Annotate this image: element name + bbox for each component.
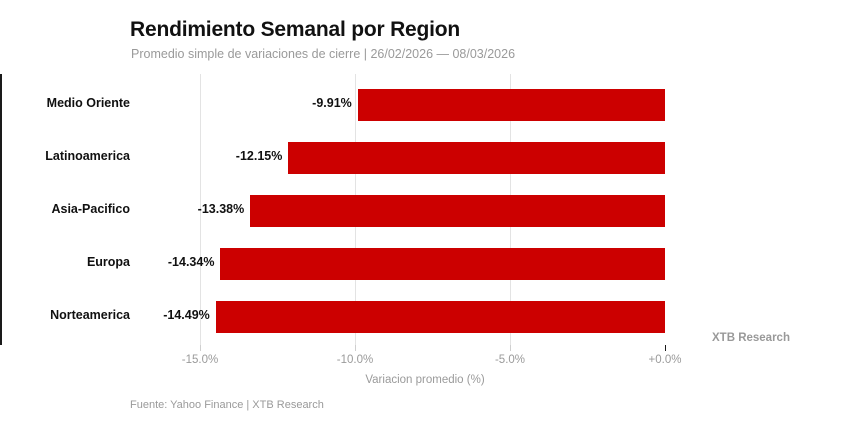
bar-value-label: -14.49%	[163, 308, 210, 322]
zero-axis-line	[0, 74, 2, 345]
x-tick-mark	[200, 345, 201, 351]
watermark: XTB Research	[712, 332, 790, 344]
category-label: Asia-Pacifico	[51, 202, 130, 216]
bar-row: Latinoamerica -12.15%	[0, 142, 850, 174]
bar-row: Asia-Pacifico -13.38%	[0, 195, 850, 227]
source-note: Fuente: Yahoo Finance | XTB Research	[130, 399, 324, 411]
chart-subtitle: Promedio simple de variaciones de cierre…	[131, 47, 516, 61]
bar[interactable]	[220, 248, 665, 280]
x-tick-mark	[355, 345, 356, 351]
bar-row: Europa -14.34%	[0, 248, 850, 280]
x-tick-mark	[665, 345, 666, 351]
bar-value-label: -13.38%	[197, 202, 245, 216]
bar-row: Norteamerica -14.49%	[0, 301, 850, 333]
bar-row: Medio Oriente -9.91%	[0, 89, 850, 121]
x-axis-title: Variacion promedio (%)	[365, 374, 485, 386]
category-label: Medio Oriente	[46, 96, 130, 110]
x-tick-label: -10.0%	[336, 354, 374, 366]
x-tick-label: +0.0%	[648, 354, 682, 366]
bar[interactable]	[250, 195, 665, 227]
gridline	[200, 74, 201, 345]
x-tick-label: -5.0%	[494, 354, 526, 366]
bar-value-label: -12.15%	[235, 149, 283, 163]
bar-value-label: -14.34%	[167, 255, 215, 269]
bar[interactable]	[215, 301, 665, 333]
x-tick-mark	[510, 345, 511, 351]
category-label: Norteamerica	[50, 308, 130, 322]
category-label: Latinoamerica	[45, 149, 130, 163]
chart-title: Rendimiento Semanal por Region	[130, 18, 461, 41]
bar[interactable]	[288, 142, 665, 174]
x-tick-label: -15.0%	[181, 354, 219, 366]
bar-value-label: -9.91%	[312, 96, 352, 110]
category-label: Europa	[86, 255, 130, 269]
bar[interactable]	[357, 89, 665, 121]
